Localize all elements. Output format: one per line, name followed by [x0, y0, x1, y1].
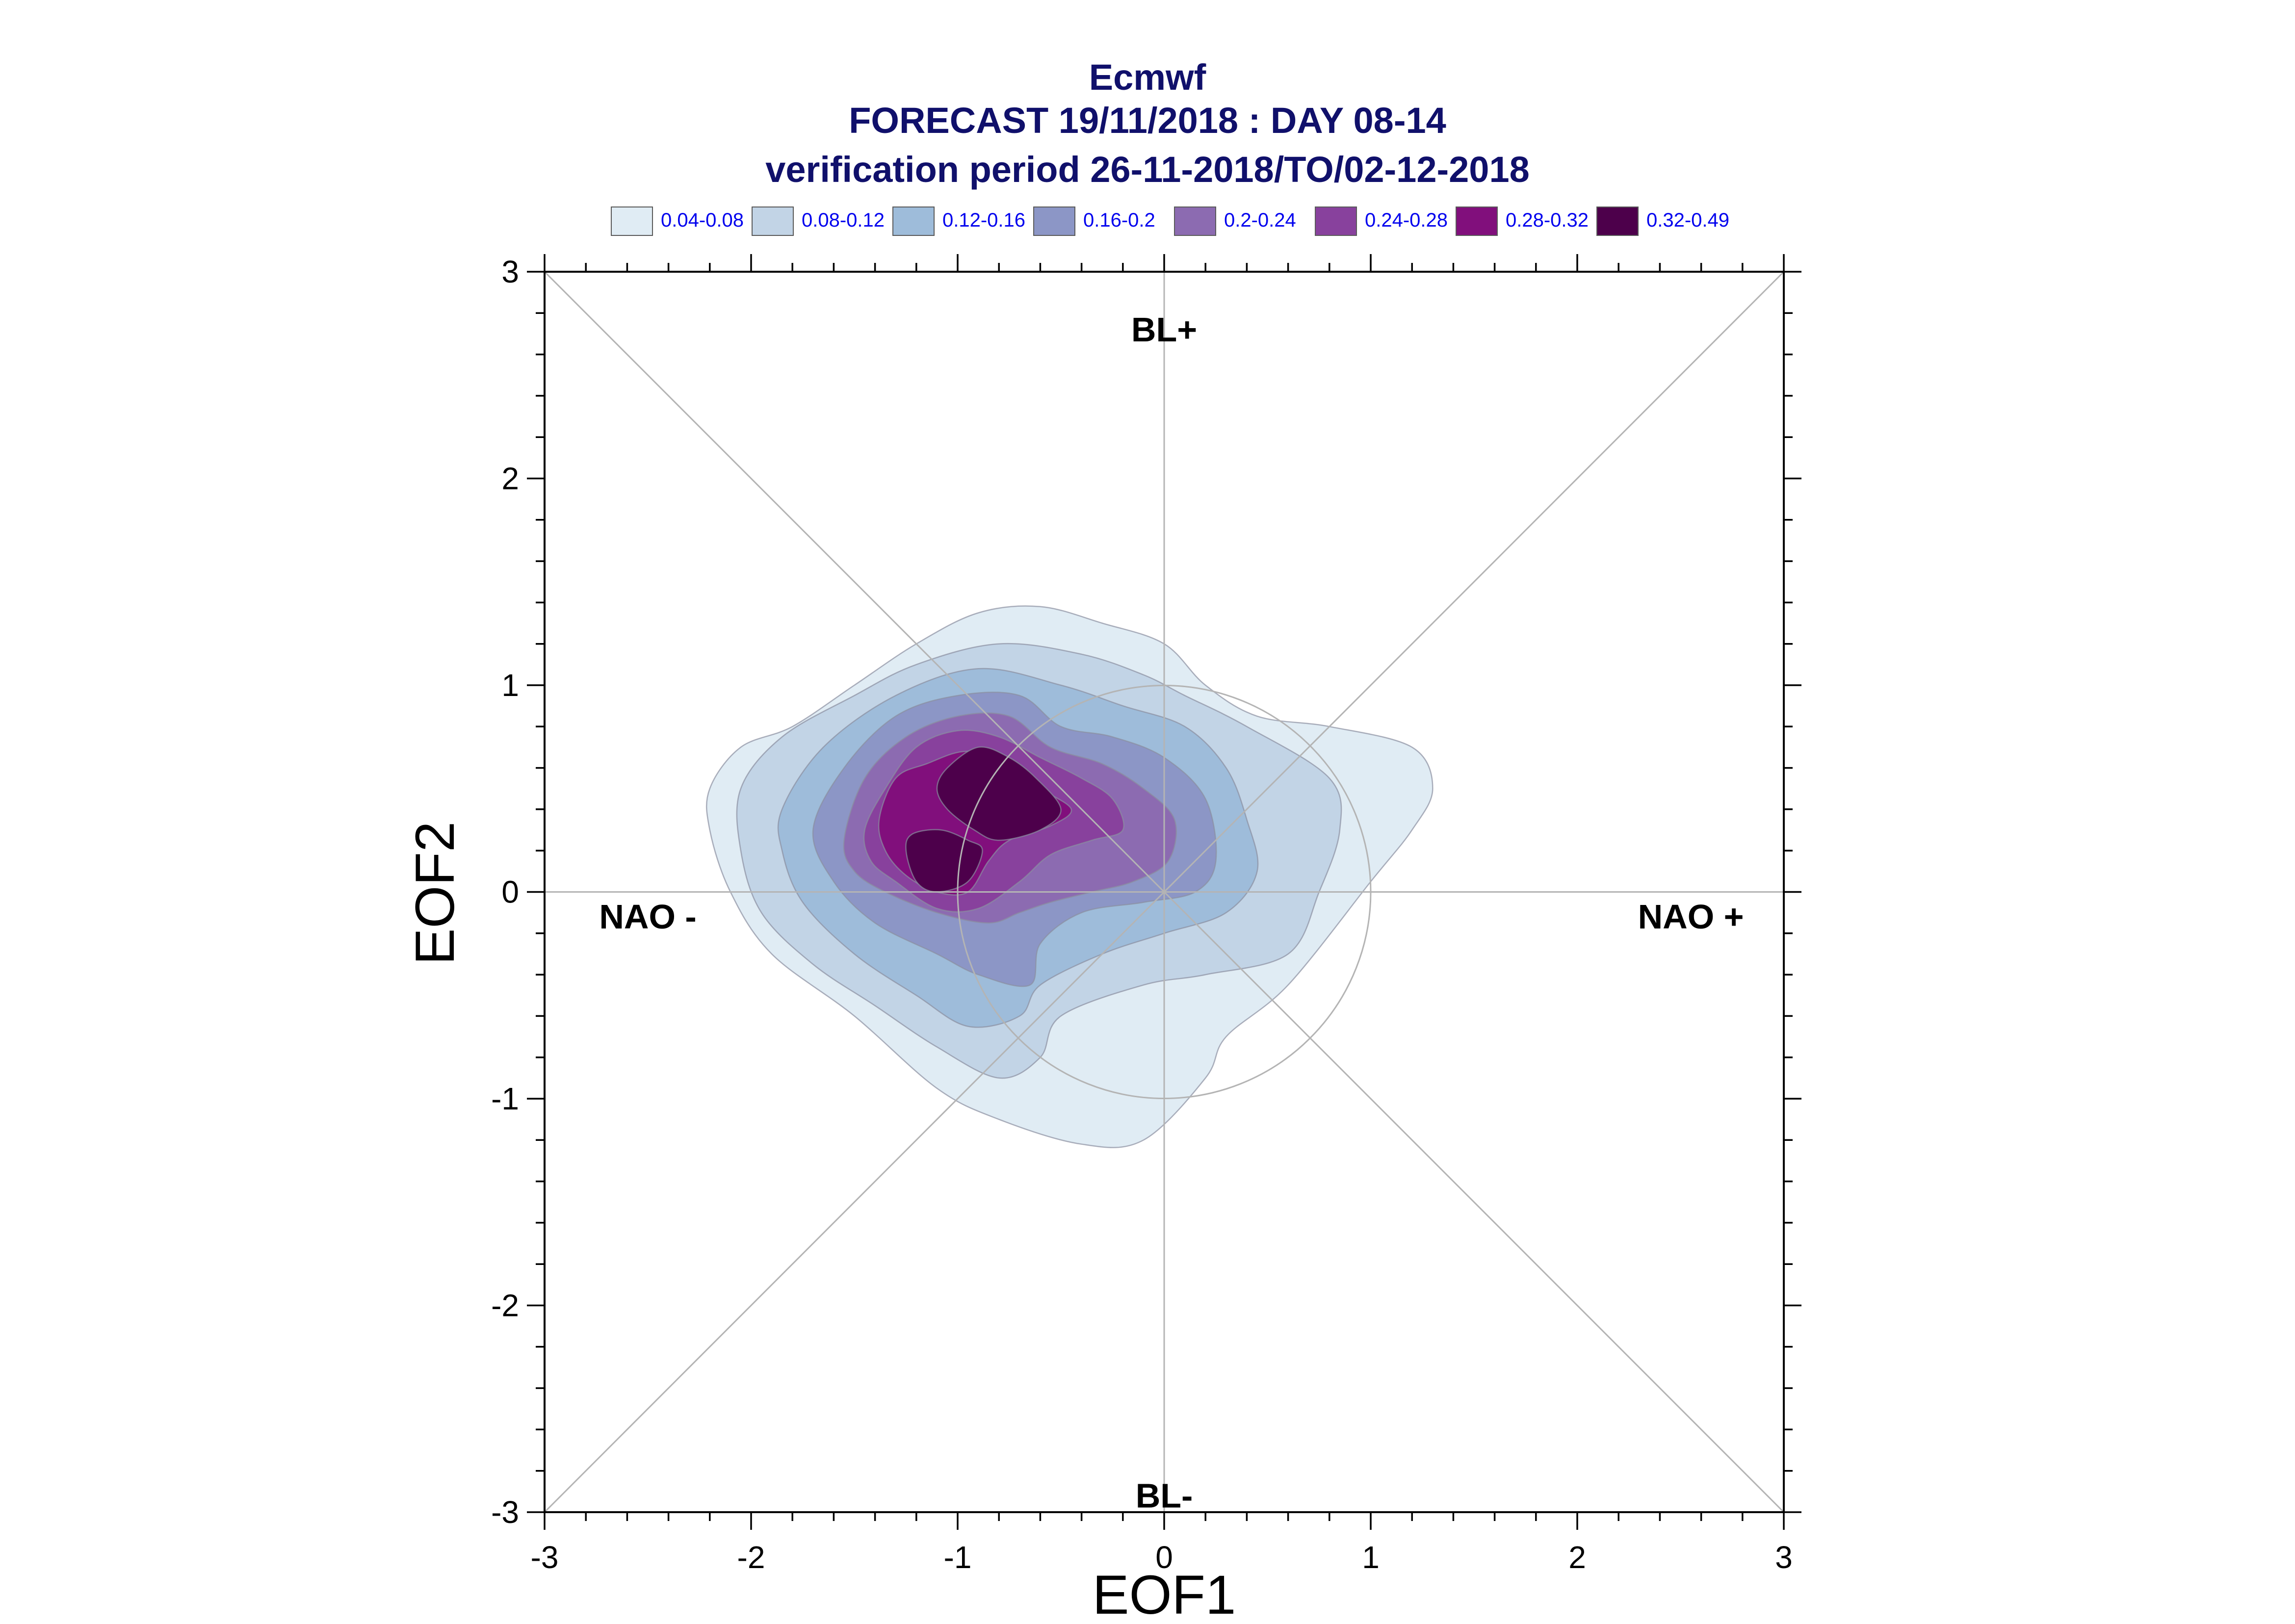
- regime-label-0: BL+: [1131, 310, 1197, 349]
- contour-layer: [705, 605, 1434, 1148]
- y-tick-label-6: 3: [501, 254, 519, 289]
- x-tick-label-2: -1: [944, 1540, 972, 1575]
- legend-swatch-7: [1596, 206, 1639, 236]
- y-tick-label-1: -2: [491, 1288, 519, 1323]
- tick-marks: [527, 254, 1801, 1530]
- chart-subtitle: FORECAST 19/11/2018 : DAY 08-14: [849, 100, 1446, 141]
- guide-lines: [544, 271, 1785, 1513]
- x-tick-label-3: 0: [1155, 1540, 1173, 1575]
- y-tick-label-0: -3: [491, 1495, 519, 1530]
- x-tick-label-0: -3: [531, 1540, 559, 1575]
- legend-label-4: 0.2-0.24: [1224, 209, 1296, 231]
- legend-swatch-5: [1315, 206, 1357, 236]
- y-tick-label-4: 1: [501, 668, 519, 703]
- legend-label-2: 0.12-0.16: [942, 209, 1026, 231]
- legend-label-0: 0.04-0.08: [661, 209, 744, 231]
- chart-title: Ecmwf: [1089, 57, 1206, 98]
- legend-swatch-4: [1174, 206, 1216, 236]
- x-tick-label-5: 2: [1568, 1540, 1586, 1575]
- legend-label-3: 0.16-0.2: [1083, 209, 1155, 231]
- y-axis-label: EOF2: [404, 822, 466, 965]
- legend-swatch-0: [611, 206, 653, 236]
- regime-label-1: BL-: [1136, 1476, 1193, 1515]
- legend-label-1: 0.08-0.12: [802, 209, 885, 231]
- y-tick-label-2: -1: [491, 1081, 519, 1116]
- x-axis-label: EOF1: [1093, 1564, 1236, 1624]
- regime-label-2: NAO -: [599, 898, 696, 936]
- x-tick-label-6: 3: [1775, 1540, 1793, 1575]
- legend-label-5: 0.24-0.28: [1365, 209, 1448, 231]
- tick-labels: -3 -2 -1 0 1 2 3 -3 -2 -1 0 1 2 3: [491, 254, 1793, 1575]
- legend-swatch-2: [892, 206, 935, 236]
- regime-label-3: NAO +: [1638, 898, 1744, 936]
- x-tick-label-4: 1: [1362, 1540, 1380, 1575]
- legend-swatch-1: [752, 206, 794, 236]
- legend-label-6: 0.28-0.32: [1506, 209, 1589, 231]
- chart-verification-period: verification period 26-11-2018/TO/02-12-…: [765, 149, 1530, 190]
- y-tick-label-5: 2: [501, 461, 519, 496]
- legend-swatch-6: [1456, 206, 1498, 236]
- y-tick-label-3: 0: [501, 875, 519, 910]
- regime-labels: BL+ BL- NAO - NAO +: [599, 310, 1744, 1515]
- x-tick-label-1: -2: [737, 1540, 765, 1575]
- legend-label-7: 0.32-0.49: [1646, 209, 1730, 231]
- legend-swatch-3: [1033, 206, 1075, 236]
- reference-circle: [957, 685, 1372, 1099]
